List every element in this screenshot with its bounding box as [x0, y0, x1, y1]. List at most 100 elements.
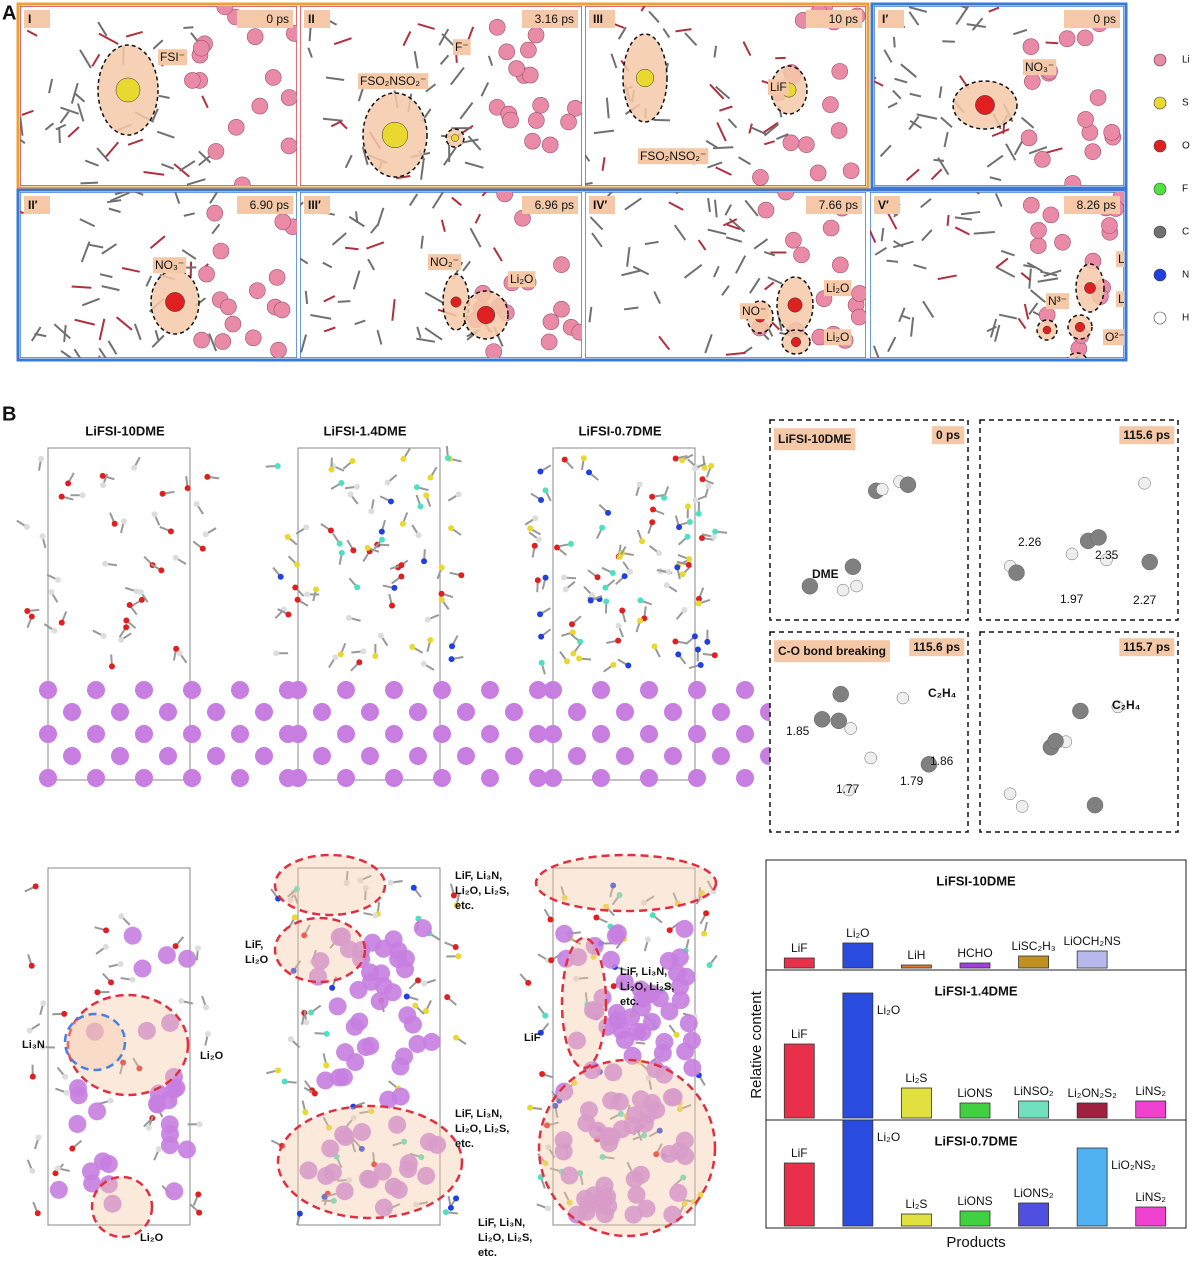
atom — [680, 1174, 687, 1181]
annotation: Li₂S, — [507, 1232, 532, 1244]
li-atom — [832, 256, 849, 274]
bond-stick — [81, 297, 100, 307]
atom — [1084, 282, 1096, 294]
li-atom — [178, 949, 197, 968]
li-atom — [268, 269, 286, 286]
bond-stick — [705, 140, 719, 149]
bond-stick — [98, 318, 106, 341]
li-atom — [87, 681, 105, 699]
li-atom — [664, 747, 682, 765]
li-atom — [69, 1086, 88, 1105]
atom — [610, 661, 617, 668]
li-atom — [675, 1131, 694, 1150]
atom — [691, 465, 698, 472]
atom — [277, 573, 284, 580]
atom — [360, 648, 367, 655]
li-atom — [671, 977, 690, 996]
bond-stick — [763, 250, 776, 257]
li-atom — [640, 725, 658, 743]
bond-stick — [304, 290, 309, 305]
label-bg — [1023, 59, 1057, 76]
atom — [1042, 325, 1052, 335]
bond-stick — [874, 80, 884, 87]
li-atom — [391, 1057, 410, 1076]
li-atom — [457, 747, 475, 765]
bond-stick — [986, 325, 997, 333]
atom — [350, 1114, 357, 1121]
atom — [172, 943, 179, 950]
bond-stick — [424, 327, 443, 341]
atom — [1100, 553, 1113, 567]
atom — [656, 1127, 663, 1134]
snapshot-label: 1.77 — [836, 782, 860, 796]
li-atom — [433, 681, 451, 699]
bond-stick — [874, 246, 888, 256]
atom — [328, 466, 335, 473]
atom — [103, 927, 110, 934]
annotation: etc. — [455, 1138, 474, 1150]
group-frame — [16, 2, 870, 190]
li-atom — [87, 769, 105, 787]
label-bg — [806, 196, 862, 214]
bond-stick — [605, 97, 610, 119]
atom — [449, 643, 456, 650]
bond-stick — [357, 88, 364, 102]
li-atom — [273, 301, 291, 319]
bond-stick — [585, 153, 591, 162]
li-atom — [1022, 38, 1040, 55]
bond-stick — [920, 198, 932, 209]
li-atom — [289, 681, 307, 699]
category-label: LiNS₂ — [1135, 1084, 1166, 1098]
bond-stick — [585, 181, 593, 186]
li-atom — [299, 1161, 318, 1180]
annotation: Li₃N, — [476, 870, 502, 882]
atom — [159, 490, 166, 497]
li-atom — [496, 192, 514, 203]
bond-stick — [87, 243, 104, 249]
atom — [573, 975, 580, 982]
li-atom — [529, 725, 547, 743]
li-atom — [616, 703, 634, 721]
atom — [108, 979, 115, 986]
atom — [378, 528, 385, 535]
bond-stick — [937, 274, 957, 281]
atom — [656, 550, 663, 557]
atom — [275, 1067, 282, 1074]
atom — [421, 558, 428, 565]
bar — [842, 942, 874, 969]
atom — [61, 1010, 68, 1017]
snapshot-time: 0 ps — [266, 12, 289, 26]
bond-stick — [413, 50, 419, 69]
bond-stick — [331, 232, 347, 246]
bond-stick — [993, 324, 1001, 342]
bar — [783, 957, 815, 969]
snapshot: III 10 ps LiF FSO₂NSO₂⁻ — [585, 6, 866, 186]
li-atom — [337, 681, 355, 699]
atom — [561, 894, 568, 901]
atom — [79, 492, 86, 499]
snapshot-title: C-O bond breaking — [778, 644, 886, 658]
li-atom — [1089, 89, 1107, 106]
bond-stick — [715, 166, 732, 176]
bond-stick — [325, 76, 345, 81]
bond-stick — [367, 258, 376, 271]
bond-stick — [451, 196, 462, 207]
li-atom — [505, 703, 523, 721]
atom — [117, 961, 124, 968]
atom — [178, 998, 185, 1005]
li-atom — [361, 703, 379, 721]
bond-stick — [744, 199, 759, 217]
bond-stick — [767, 276, 783, 285]
li-atom — [68, 1114, 87, 1133]
li-atom — [184, 72, 201, 89]
atom — [196, 1209, 203, 1216]
atom — [675, 651, 682, 658]
label-bg — [878, 10, 904, 28]
atom — [34, 1210, 41, 1217]
atom — [204, 1030, 211, 1037]
atom — [666, 927, 673, 934]
li-atom — [39, 769, 57, 787]
li-atom — [540, 333, 558, 351]
atom — [703, 910, 710, 917]
li-atom — [628, 1022, 647, 1041]
